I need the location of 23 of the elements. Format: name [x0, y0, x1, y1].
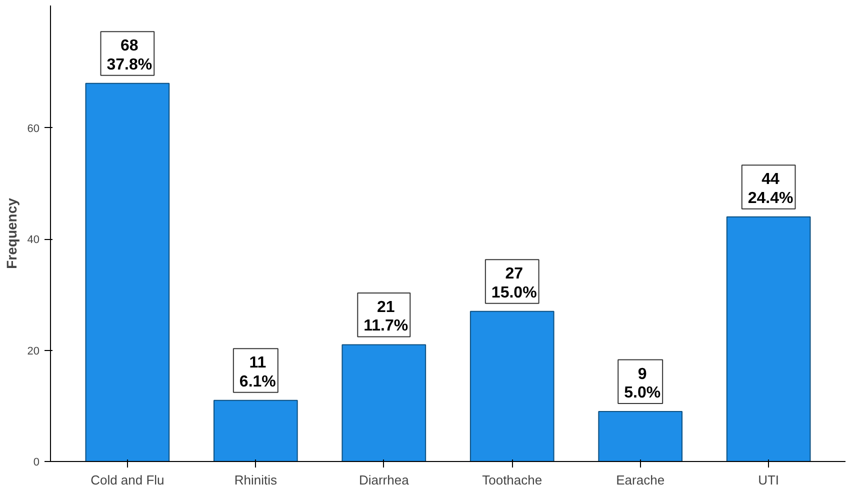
x-tick-label: Toothache	[482, 472, 542, 488]
data-label: 44 24.4%	[748, 171, 794, 207]
bar	[598, 410, 683, 462]
y-axis-title: Frequency	[3, 198, 20, 269]
data-label: 68 37.8%	[106, 38, 152, 74]
x-tick-label: Earache	[616, 472, 665, 488]
bar	[470, 310, 554, 462]
x-tick-label: Rhinitis	[234, 472, 278, 488]
bar	[342, 344, 426, 462]
data-label: 11 6.1%	[239, 354, 276, 390]
bar	[85, 82, 170, 462]
bar	[213, 400, 298, 462]
data-label: 27 15.0%	[491, 266, 537, 302]
y-tick-label: 0	[33, 456, 40, 468]
bar	[726, 216, 811, 462]
x-tick-label: Diarrhea	[358, 472, 410, 488]
x-tick-label: Cold and Flu	[90, 472, 164, 488]
data-label: 21 11.7%	[364, 299, 408, 335]
y-tick-label: 40	[27, 234, 40, 246]
y-tick-label: 60	[27, 122, 40, 135]
y-tick-label: 20	[27, 345, 40, 358]
data-label: 9 5.0%	[624, 366, 661, 402]
x-tick-label: UTI	[758, 472, 780, 488]
